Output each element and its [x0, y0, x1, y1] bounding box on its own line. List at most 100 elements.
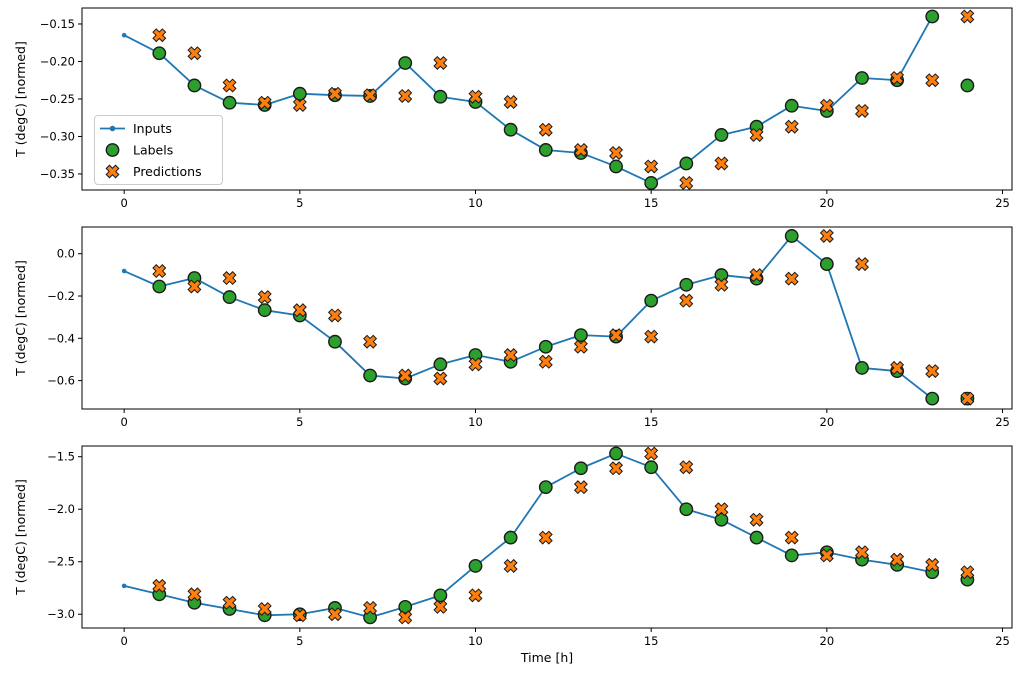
prediction-x-marker — [292, 303, 307, 318]
x-tick-label: 10 — [468, 196, 483, 210]
plot-spines — [81, 445, 1013, 629]
prediction-x-marker — [749, 127, 764, 142]
subplot-2: 0.0 −0.2 −0.4 −0.6 0 5 10 15 20 25 T (degC) [norme… — [13, 226, 1013, 429]
prediction-x-marker — [679, 460, 694, 475]
label-circle-marker — [503, 530, 518, 545]
prediction-x-marker — [398, 368, 413, 383]
label-circle-marker — [292, 86, 307, 101]
label-circle-marker — [679, 277, 694, 292]
label-circle-marker — [784, 229, 799, 243]
prediction-x-marker — [714, 277, 729, 292]
plot-spines — [81, 226, 1013, 410]
y-tick-label: −3.0 — [47, 607, 75, 621]
label-circle-marker — [819, 257, 834, 271]
prediction-x-marker — [784, 530, 799, 545]
label-circle-marker — [433, 588, 448, 603]
prediction-x-marker — [644, 446, 659, 461]
prediction-x-marker — [960, 391, 975, 406]
x-axis-subplot-1: 0 5 10 15 20 25 — [120, 190, 1010, 210]
x-tick-label: 5 — [296, 196, 303, 210]
prediction-x-marker — [222, 78, 237, 93]
prediction-x-marker — [609, 461, 624, 476]
prediction-x-marker — [327, 308, 342, 323]
prediction-x-marker — [468, 89, 483, 104]
prediction-x-marker — [292, 97, 307, 112]
legend-item-predictions: Predictions — [105, 164, 202, 179]
prediction-x-marker — [573, 142, 588, 157]
prediction-x-marker — [890, 552, 905, 567]
prediction-x-marker — [784, 271, 799, 286]
label-circle-marker — [433, 89, 448, 104]
label-circle-marker — [925, 9, 940, 24]
y-axis-label: T (degC) [normed] — [13, 41, 28, 158]
series-predictions-markers — [152, 446, 975, 625]
x-axis-label: Time [h] — [520, 650, 573, 665]
prediction-x-marker — [644, 159, 659, 174]
y-axis-subplot-1: −0.15 −0.20 −0.25 −0.30 −0.35 — [40, 17, 82, 181]
label-circle-marker — [714, 512, 729, 527]
label-circle-marker — [784, 548, 799, 563]
x-tick-label: 25 — [995, 415, 1010, 429]
label-circle-marker — [749, 530, 764, 545]
prediction-x-marker — [292, 608, 307, 623]
prediction-x-marker — [679, 175, 694, 190]
y-tick-label: −0.35 — [40, 167, 75, 181]
x-tick-label: 20 — [820, 196, 835, 210]
label-circle-marker — [538, 480, 553, 495]
label-circle-marker — [960, 78, 975, 93]
prediction-x-marker — [257, 95, 272, 110]
label-circle-marker — [714, 128, 729, 142]
label-circle-marker — [538, 339, 553, 354]
prediction-x-marker — [854, 257, 869, 272]
label-circle-marker — [222, 95, 237, 110]
label-circle-marker — [574, 328, 588, 343]
prediction-x-marker — [327, 86, 342, 101]
label-circle-marker — [609, 159, 623, 174]
x-tick-label: 15 — [644, 196, 659, 210]
prediction-x-marker — [503, 94, 518, 109]
prediction-x-marker — [573, 339, 588, 354]
prediction-x-marker — [327, 607, 342, 622]
y-axis-subplot-3: −1.5 −2.0 −2.5 −3.0 — [47, 450, 82, 621]
legend-item-labels: Labels — [105, 143, 173, 158]
prediction-x-marker — [609, 145, 624, 160]
y-tick-label: −0.30 — [40, 129, 75, 143]
label-circle-marker — [328, 334, 342, 349]
x-cross-icon — [105, 164, 120, 179]
label-circle-marker — [855, 361, 869, 375]
series-predictions-markers — [152, 228, 975, 406]
series-predictions-markers — [152, 9, 975, 190]
inputs-dot-marker — [121, 32, 127, 38]
y-tick-label: 0.0 — [57, 247, 75, 261]
inputs-dot-marker — [121, 583, 127, 589]
y-axis-label: T (degC) [normed] — [13, 479, 28, 596]
x-tick-label: 0 — [120, 196, 127, 210]
label-circle-marker — [152, 279, 167, 294]
y-axis-subplot-2: 0.0 −0.2 −0.4 −0.6 — [47, 247, 82, 388]
prediction-x-marker — [468, 357, 483, 372]
prediction-x-marker — [573, 480, 588, 495]
prediction-x-marker — [257, 601, 272, 616]
prediction-x-marker — [925, 364, 940, 379]
prediction-x-marker — [538, 122, 553, 137]
label-circle-marker — [609, 446, 623, 461]
series-labels-markers — [152, 229, 975, 406]
legend: Inputs Labels Predictions — [94, 115, 223, 185]
legend-box — [94, 115, 223, 185]
prediction-x-marker — [925, 73, 940, 88]
label-circle-marker — [644, 293, 659, 308]
label-circle-marker — [222, 290, 237, 304]
y-tick-label: −0.2 — [47, 289, 75, 303]
prediction-x-marker — [187, 279, 202, 294]
prediction-x-marker — [538, 354, 553, 369]
prediction-x-marker — [257, 290, 272, 305]
prediction-x-marker — [679, 293, 694, 308]
x-tick-label: 25 — [995, 634, 1010, 648]
prediction-x-marker — [363, 88, 378, 103]
prediction-x-marker — [890, 360, 905, 375]
subplot-3: −1.5 −2.0 −2.5 −3.0 0 5 10 15 20 25 T (degC) [norm… — [13, 445, 1013, 665]
prediction-x-marker — [152, 264, 167, 279]
prediction-x-marker — [433, 371, 448, 386]
y-tick-label: −2.0 — [47, 502, 75, 516]
